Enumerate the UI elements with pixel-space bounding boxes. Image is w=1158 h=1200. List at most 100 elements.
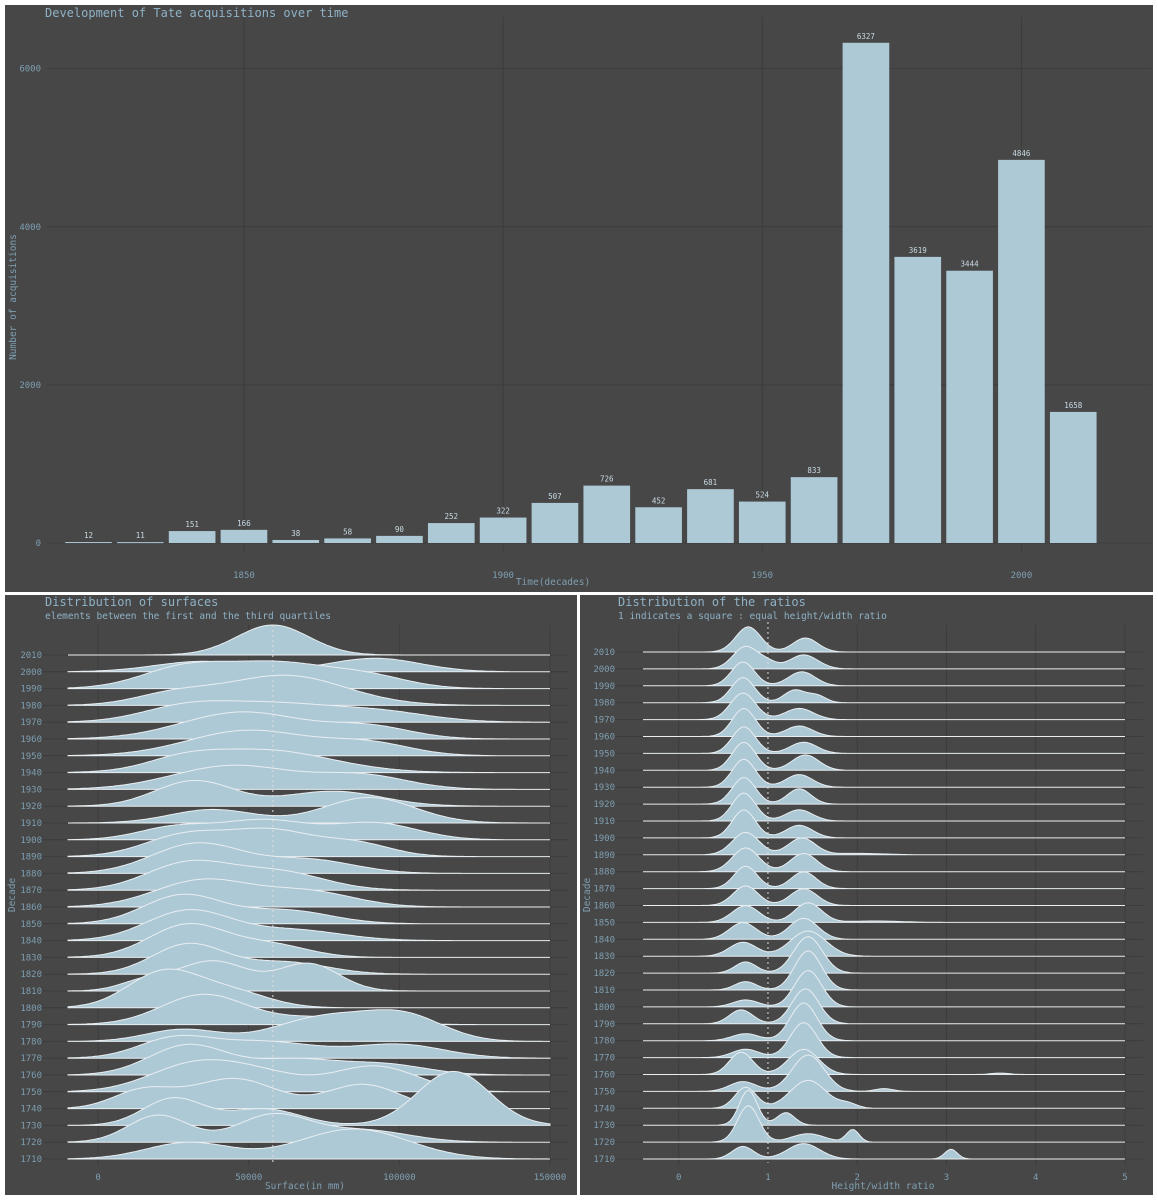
ridge-x-tick-label: 3	[944, 1173, 949, 1183]
bar	[790, 477, 838, 543]
surfaces-subtitle: elements between the first and the third…	[45, 611, 331, 622]
ridge-density	[643, 831, 1125, 856]
ridge-density	[643, 1079, 1125, 1109]
ratios-y-axis-label: Decade	[582, 878, 593, 913]
bar	[479, 517, 527, 543]
surfaces-chart: 0 50000 100000 150000 2010 2000 1990 1980 1970 19…	[7, 595, 568, 1192]
ridge-density	[67, 1070, 551, 1126]
bar	[376, 535, 423, 543]
surfaces-title: Distribution of surfaces	[45, 595, 218, 609]
ridge-density	[68, 624, 550, 656]
ridge-density	[643, 1048, 1125, 1075]
ratios-ridges	[643, 622, 1125, 1163]
ridge-y-tick-label: 1720	[20, 1138, 42, 1148]
ridge-y-tick-label: 1760	[20, 1071, 42, 1081]
ridge-x-tick-label: 0	[676, 1173, 681, 1183]
bar	[583, 485, 631, 543]
ridge-y-tick-label: 1880	[593, 868, 615, 878]
ridge-y-tick-label: 1730	[593, 1121, 615, 1131]
ridge-y-tick-label: 1850	[593, 918, 615, 928]
bar	[220, 529, 268, 543]
acquisitions-panel: 0 2000 4000 6000 1850 1900 1950 2000 12 11 151 166…	[5, 5, 1153, 592]
ridge-density	[643, 917, 1125, 940]
bar	[946, 270, 993, 543]
ridge-y-tick-label: 1900	[20, 836, 42, 846]
ridge-density	[67, 748, 550, 774]
ridge-y-tick-label: 1820	[593, 969, 615, 979]
ridge-y-tick-label: 1870	[593, 885, 615, 895]
ridge-density	[643, 902, 1125, 923]
ridge-density	[643, 741, 1125, 771]
ridge-density	[67, 1128, 551, 1160]
ridge-density	[643, 809, 1125, 839]
bar	[894, 256, 942, 543]
ridge-y-tick-label: 2000	[20, 668, 42, 678]
bar-value-label: 524	[755, 491, 769, 500]
bar-x-tick-label: 2000	[1011, 571, 1033, 581]
ridge-y-tick-label: 1740	[20, 1105, 42, 1115]
bar	[427, 523, 475, 543]
bar	[842, 42, 890, 544]
ridge-density	[67, 711, 550, 740]
bar-value-label: 681	[704, 478, 718, 487]
ridge-y-tick-label: 1950	[593, 749, 615, 759]
ridge-y-tick-label: 1910	[20, 819, 42, 829]
ridge-density	[643, 777, 1125, 805]
ridge-x-tick-label: 50000	[235, 1173, 262, 1183]
bar-chart-title: Development of Tate acquisitions over ti…	[45, 6, 348, 20]
ridge-y-tick-label: 1760	[593, 1071, 615, 1081]
ridge-density	[67, 729, 550, 757]
bar-y-tick-label: 6000	[19, 65, 41, 75]
ridge-y-tick-label: 1830	[20, 953, 42, 963]
bar-value-label: 166	[237, 519, 251, 528]
ridge-density	[67, 700, 551, 723]
ridge-y-tick-label: 1830	[593, 952, 615, 962]
ridge-y-tick-label: 1710	[20, 1155, 42, 1165]
bar	[116, 542, 164, 544]
ridge-density	[67, 660, 550, 690]
bar	[324, 538, 371, 543]
acquisitions-chart: 0 2000 4000 6000 1850 1900 1950 2000 12 11 151 166…	[8, 6, 1151, 588]
ridge-y-tick-label: 1980	[20, 701, 42, 711]
bar-value-label: 90	[395, 525, 405, 534]
ridge-y-tick-label: 1960	[20, 735, 42, 745]
ridge-y-tick-label: 2010	[593, 648, 615, 658]
ridge-density	[67, 1009, 550, 1042]
ridge-y-tick-label: 1750	[593, 1087, 615, 1097]
ridge-y-tick-label: 1860	[20, 903, 42, 913]
surfaces-ridges	[67, 624, 551, 1163]
ridge-y-tick-label: 1960	[593, 733, 615, 743]
bar	[738, 501, 786, 543]
surfaces-y-axis-label: Decade	[7, 878, 18, 913]
ridge-y-tick-label: 1800	[20, 1004, 42, 1014]
bar	[1049, 411, 1097, 543]
ridge-density	[643, 692, 1125, 721]
ridge-x-tick-label: 1	[765, 1173, 770, 1183]
ridge-y-tick-label: 1970	[20, 718, 42, 728]
bar-value-label: 38	[291, 529, 301, 538]
bar-y-tick-label: 0	[36, 539, 41, 549]
ridge-density	[67, 674, 550, 706]
ridge-y-tick-label: 1750	[20, 1088, 42, 1098]
ridge-y-tick-label: 1730	[20, 1121, 42, 1131]
ridge-y-tick-label: 1990	[20, 685, 42, 695]
bar-value-label: 726	[600, 475, 614, 484]
ridge-density	[643, 726, 1125, 754]
ridge-density	[67, 780, 550, 807]
ridge-density	[643, 1105, 1125, 1143]
ridge-y-tick-label: 1770	[593, 1054, 615, 1064]
ridge-y-tick-label: 1950	[20, 752, 42, 762]
ridge-x-tick-label: 100000	[383, 1173, 416, 1183]
bar	[998, 159, 1045, 543]
ridge-y-tick-label: 1710	[593, 1155, 615, 1165]
ridge-y-tick-label: 1970	[593, 716, 615, 726]
bar-value-label: 3444	[961, 260, 980, 269]
bar-value-label: 12	[84, 531, 93, 540]
ridge-y-tick-label: 2010	[20, 651, 42, 661]
surfaces-x-axis-label: Surface(in mm)	[265, 1181, 345, 1192]
bar-x-tick-label: 1950	[751, 571, 773, 581]
bar-value-label: 833	[807, 466, 821, 475]
ridge-y-tick-label: 1780	[20, 1037, 42, 1047]
ratios-subtitle: 1 indicates a square : equal height/widt…	[618, 611, 887, 622]
ridge-density	[643, 1022, 1125, 1059]
